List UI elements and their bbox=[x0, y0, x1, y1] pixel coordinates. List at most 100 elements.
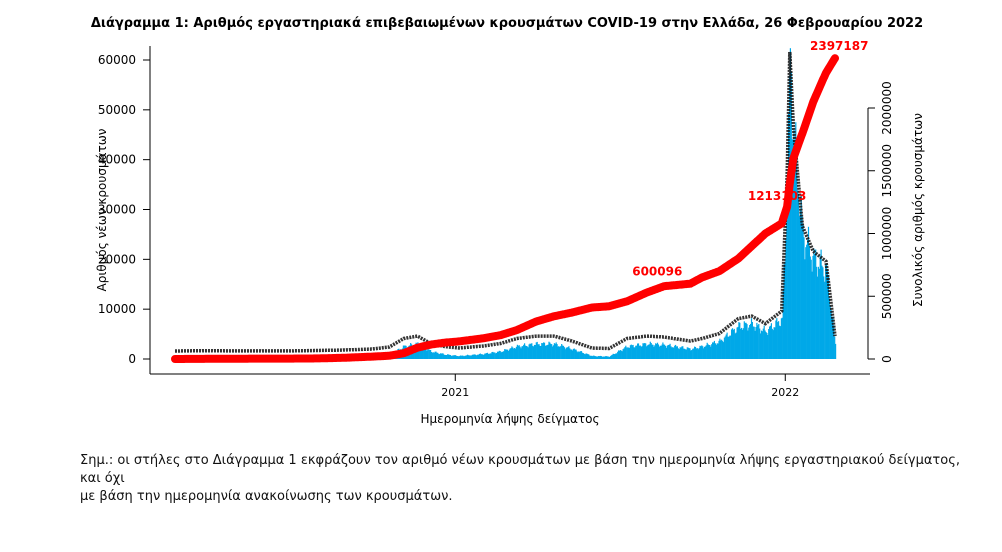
bar bbox=[664, 344, 666, 359]
bar bbox=[571, 349, 573, 359]
bar bbox=[643, 343, 645, 359]
bar bbox=[611, 354, 613, 359]
bar bbox=[589, 355, 591, 359]
bar bbox=[575, 349, 577, 359]
note-line-2: με βάση την ημερομηνία ανακοίνωσης των κ… bbox=[80, 489, 453, 504]
bar bbox=[654, 345, 656, 359]
bar bbox=[763, 325, 765, 359]
bar bbox=[703, 346, 706, 359]
bar bbox=[572, 348, 574, 359]
bar bbox=[609, 357, 611, 359]
y2-tick-label: 1500000 bbox=[880, 144, 894, 197]
bar bbox=[773, 327, 775, 359]
bar bbox=[650, 343, 652, 359]
bar bbox=[703, 348, 705, 359]
bar bbox=[468, 355, 470, 359]
bar bbox=[432, 352, 434, 359]
bar bbox=[597, 356, 599, 359]
bar bbox=[616, 353, 618, 359]
bar bbox=[675, 346, 678, 359]
bar bbox=[642, 343, 644, 359]
bar bbox=[537, 344, 539, 359]
bar bbox=[834, 336, 836, 359]
bar bbox=[436, 352, 438, 359]
bar bbox=[829, 305, 831, 359]
lines-group: 600096 1213103 2397187 bbox=[171, 39, 868, 363]
bar bbox=[613, 354, 615, 359]
bar bbox=[450, 355, 452, 359]
bar bbox=[607, 356, 609, 359]
bar bbox=[641, 346, 643, 359]
bar bbox=[623, 348, 625, 359]
bar bbox=[553, 343, 555, 359]
bar bbox=[581, 352, 583, 359]
y-tick-label: 10000 bbox=[98, 302, 136, 316]
bar bbox=[816, 276, 819, 359]
bar bbox=[672, 347, 674, 359]
bar bbox=[646, 345, 649, 359]
bar bbox=[467, 355, 470, 359]
bar bbox=[752, 326, 754, 359]
bar bbox=[459, 355, 461, 359]
bar bbox=[780, 318, 782, 359]
bar bbox=[418, 344, 420, 359]
bar bbox=[826, 269, 829, 359]
bar bbox=[574, 349, 576, 359]
bar bbox=[538, 344, 540, 359]
bar bbox=[535, 342, 537, 359]
bar bbox=[495, 353, 497, 359]
bar bbox=[736, 327, 738, 359]
bar bbox=[685, 349, 687, 359]
chart-title: Διάγραμμα 1: Αριθμός εργαστηριακά επιβεβ… bbox=[91, 16, 923, 31]
bar bbox=[792, 139, 794, 359]
y-tick-label: 20000 bbox=[98, 252, 136, 266]
bar bbox=[825, 264, 827, 359]
bar bbox=[435, 351, 437, 359]
bar bbox=[827, 275, 829, 359]
bar bbox=[419, 347, 421, 359]
bar bbox=[496, 353, 498, 359]
bar bbox=[785, 239, 787, 359]
bar bbox=[426, 350, 428, 359]
bar bbox=[805, 247, 807, 359]
bar bbox=[822, 267, 824, 359]
bar bbox=[735, 332, 737, 359]
bar bbox=[467, 354, 469, 359]
bar bbox=[520, 348, 522, 359]
bar bbox=[695, 348, 697, 359]
bar bbox=[655, 343, 657, 359]
bar bbox=[674, 345, 676, 359]
bar bbox=[733, 328, 735, 359]
bar bbox=[729, 335, 731, 359]
bar bbox=[699, 345, 701, 359]
bar bbox=[552, 345, 555, 359]
bar bbox=[635, 345, 637, 359]
bar bbox=[725, 334, 727, 359]
bar bbox=[549, 342, 551, 359]
bar bbox=[557, 346, 559, 359]
bar bbox=[558, 346, 560, 359]
bar bbox=[591, 356, 593, 359]
bar bbox=[636, 345, 638, 359]
bar bbox=[476, 355, 478, 359]
bar bbox=[461, 355, 463, 359]
bar bbox=[761, 331, 763, 359]
bar bbox=[731, 328, 734, 359]
bar bbox=[770, 323, 772, 359]
bar bbox=[772, 330, 774, 359]
bar bbox=[543, 342, 546, 359]
bar bbox=[687, 347, 689, 359]
y-tick-label: 40000 bbox=[98, 153, 136, 167]
bar bbox=[767, 335, 769, 359]
bar bbox=[777, 322, 779, 359]
bar bbox=[712, 342, 714, 359]
bar bbox=[540, 346, 542, 359]
bar bbox=[798, 216, 800, 359]
bar bbox=[712, 342, 715, 359]
bar bbox=[628, 347, 630, 359]
bar bbox=[702, 346, 704, 359]
bar bbox=[718, 340, 720, 359]
bar bbox=[429, 349, 431, 359]
bar bbox=[484, 353, 486, 359]
bar bbox=[826, 263, 828, 359]
